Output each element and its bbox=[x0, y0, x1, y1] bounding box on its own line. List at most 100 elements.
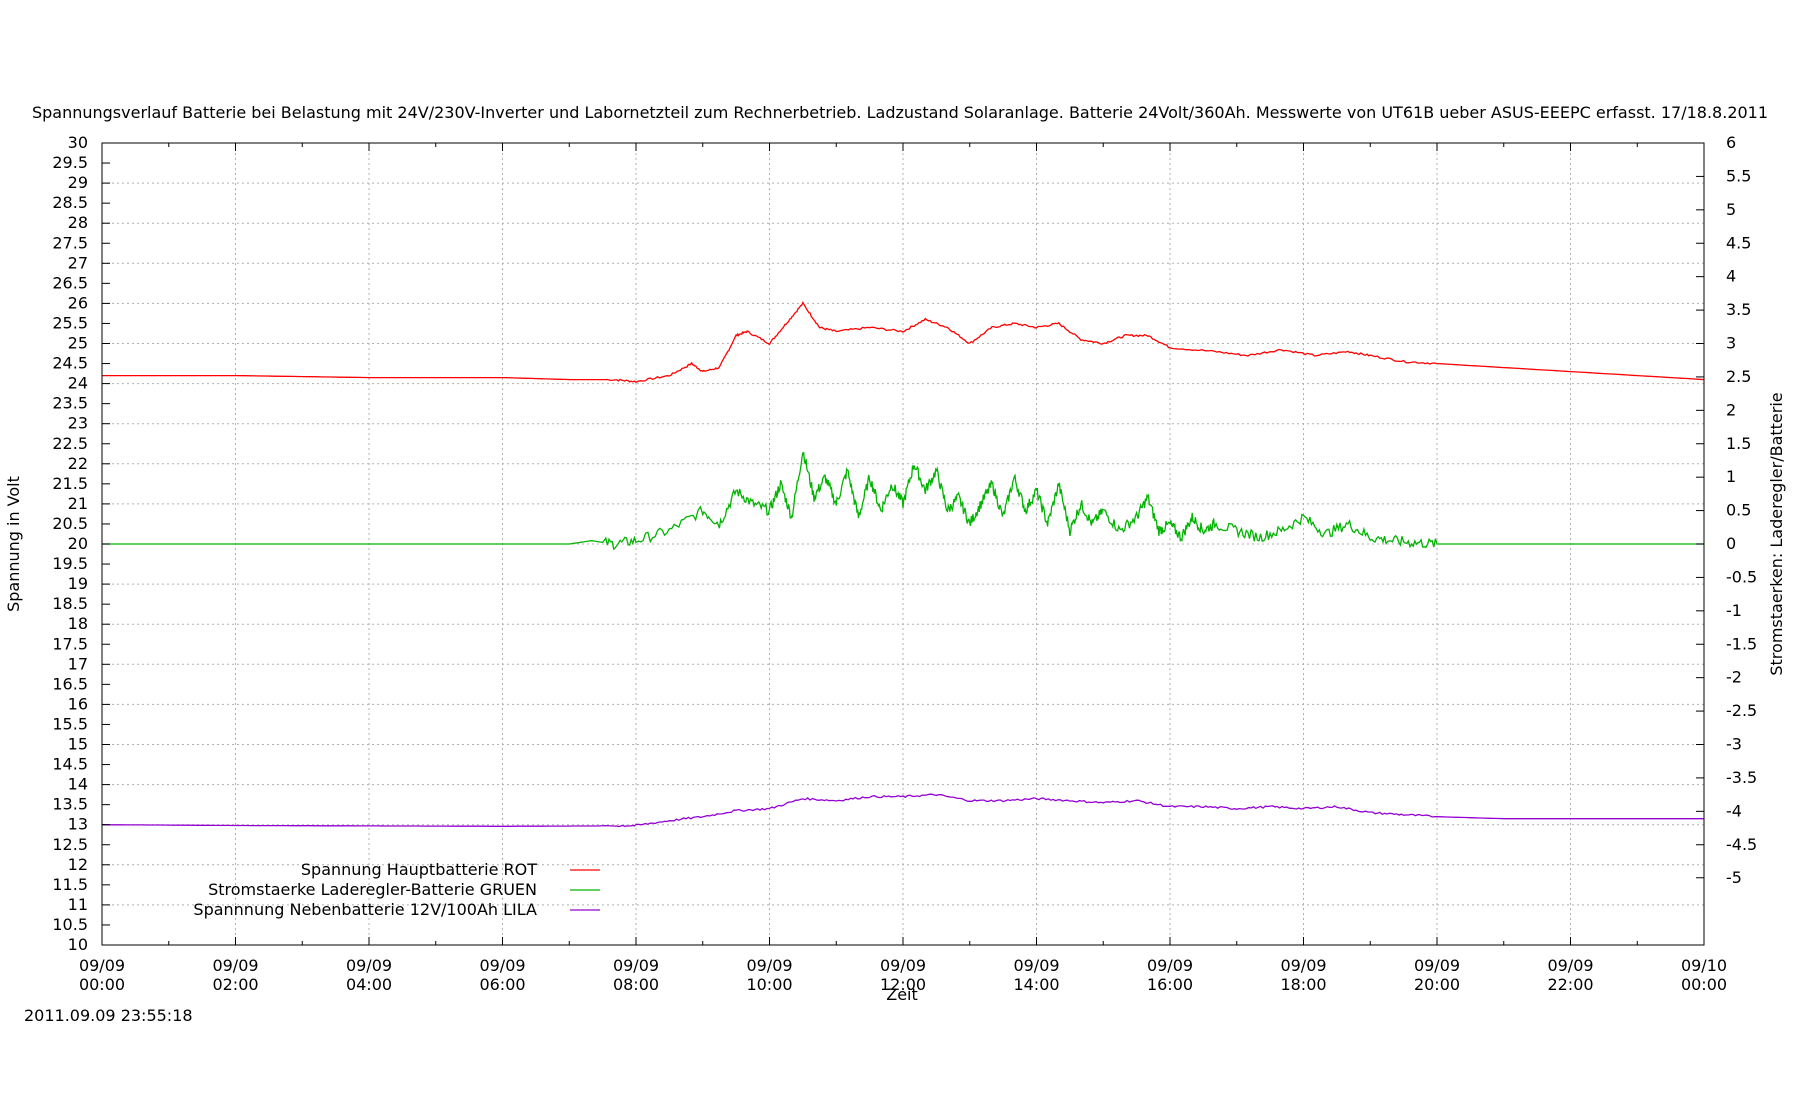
y2-tick-label: -2 bbox=[1726, 668, 1742, 687]
y-tick-label: 10 bbox=[68, 935, 88, 954]
y-tick-label: 16.5 bbox=[52, 674, 88, 693]
y-tick-label: 27 bbox=[68, 253, 88, 272]
y-tick-label: 30 bbox=[68, 133, 88, 152]
grid-lines bbox=[102, 143, 1704, 945]
y-tick-label: 18 bbox=[68, 614, 88, 633]
y-tick-label: 25.5 bbox=[52, 313, 88, 332]
series-line-1 bbox=[102, 301, 1705, 384]
y2-tick-label: 3 bbox=[1726, 334, 1736, 353]
y-tick-label: 21 bbox=[68, 494, 88, 513]
y-tick-label: 26 bbox=[68, 293, 88, 312]
y-tick-label: 27.5 bbox=[52, 233, 88, 252]
x-tick-label-time: 14:00 bbox=[1013, 975, 1059, 994]
y-tick-label: 16 bbox=[68, 694, 88, 713]
x-tick-label-time: 12:00 bbox=[880, 975, 926, 994]
y-tick-label: 21.5 bbox=[52, 474, 88, 493]
y-tick-label: 11.5 bbox=[52, 875, 88, 894]
x-tick-label-date: 09/09 bbox=[479, 956, 525, 975]
x-tick-label-time: 16:00 bbox=[1147, 975, 1193, 994]
y-axis-label: Spannung in Volt bbox=[4, 476, 23, 612]
x-axis-label: Zeit bbox=[886, 985, 918, 1004]
y-tick-label: 10.5 bbox=[52, 915, 88, 934]
legend-entry-label: Spannnung Nebenbatterie 12V/100Ah LILA bbox=[193, 900, 537, 919]
x-tick-label-date: 09/09 bbox=[1547, 956, 1593, 975]
x-tick-label-date: 09/09 bbox=[1013, 956, 1059, 975]
y2-tick-label: -1.5 bbox=[1726, 634, 1757, 653]
y2-tick-label: 5.5 bbox=[1726, 166, 1751, 185]
x-tick-label-time: 08:00 bbox=[613, 975, 659, 994]
y-axis-right: -4.5 -4 -3.5 -3 -2.5 -2 -1.5 -1 -0.5 0 0.5 1 1.5 2 2.5… bbox=[1696, 133, 1757, 887]
y2-tick-label: -5 bbox=[1726, 868, 1742, 887]
y-tick-label: 28 bbox=[68, 213, 88, 232]
y2-tick-label: -3.5 bbox=[1726, 768, 1757, 787]
y2-tick-label: 6 bbox=[1726, 133, 1736, 152]
timestamp: 2011.09.09 23:55:18 bbox=[24, 1006, 193, 1025]
y2-tick-label: -2.5 bbox=[1726, 701, 1757, 720]
y-tick-label: 26.5 bbox=[52, 273, 88, 292]
y2-tick-label: 0 bbox=[1726, 534, 1736, 553]
y2-tick-label: 3.5 bbox=[1726, 300, 1751, 319]
y-tick-label: 25 bbox=[68, 334, 88, 353]
x-axis: 09/0900:0009/0902:0009/0904:0009/0906:00… bbox=[79, 143, 1727, 994]
series-line-2 bbox=[102, 452, 1704, 551]
y-tick-label: 22 bbox=[68, 454, 88, 473]
y2-tick-label: -1 bbox=[1726, 601, 1742, 620]
y-tick-label: 23 bbox=[68, 414, 88, 433]
y2-axis-label: Stromstaerken: Laderegler/Batterie bbox=[1767, 392, 1786, 675]
x-tick-label-time: 10:00 bbox=[746, 975, 792, 994]
x-tick-label-date: 09/09 bbox=[746, 956, 792, 975]
y-tick-label: 29.5 bbox=[52, 153, 88, 172]
x-tick-label-date: 09/09 bbox=[212, 956, 258, 975]
x-tick-label-time: 04:00 bbox=[346, 975, 392, 994]
y-tick-label: 14.5 bbox=[52, 755, 88, 774]
y2-tick-label: -4.5 bbox=[1726, 835, 1757, 854]
y2-tick-label: -0.5 bbox=[1726, 567, 1757, 586]
y2-tick-label: -4 bbox=[1726, 801, 1742, 820]
y-tick-label: 17 bbox=[68, 654, 88, 673]
y-tick-label: 11 bbox=[68, 895, 88, 914]
x-tick-label-date: 09/09 bbox=[1147, 956, 1193, 975]
y-tick-label: 17.5 bbox=[52, 634, 88, 653]
x-tick-label-time: 20:00 bbox=[1414, 975, 1460, 994]
y2-tick-label: 4.5 bbox=[1726, 233, 1751, 252]
y-tick-label: 18.5 bbox=[52, 594, 88, 613]
x-tick-label-time: 06:00 bbox=[479, 975, 525, 994]
y-tick-label: 13.5 bbox=[52, 795, 88, 814]
x-tick-label-date: 09/09 bbox=[880, 956, 926, 975]
y-tick-label: 23.5 bbox=[52, 394, 88, 413]
chart-title: Spannungsverlauf Batterie bei Belastung … bbox=[32, 103, 1768, 122]
y2-tick-label: -3 bbox=[1726, 735, 1742, 754]
y-tick-label: 12.5 bbox=[52, 835, 88, 854]
x-tick-label-date: 09/09 bbox=[346, 956, 392, 975]
y-tick-label: 12 bbox=[68, 855, 88, 874]
y2-tick-label: 2.5 bbox=[1726, 367, 1751, 386]
x-tick-label-time: 22:00 bbox=[1547, 975, 1593, 994]
x-tick-label-time: 00:00 bbox=[1681, 975, 1727, 994]
x-tick-label-time: 00:00 bbox=[79, 975, 125, 994]
y-tick-label: 14 bbox=[68, 775, 88, 794]
plot-area bbox=[101, 301, 1705, 828]
legend-entry-label: Spannung Hauptbatterie ROT bbox=[301, 860, 537, 879]
y-tick-label: 22.5 bbox=[52, 434, 88, 453]
y-tick-label: 20 bbox=[68, 534, 88, 553]
y-tick-label: 29 bbox=[68, 173, 88, 192]
legend-entry-label: Stromstaerke Laderegler-Batterie GRUEN bbox=[208, 880, 537, 899]
y2-tick-label: 4 bbox=[1726, 267, 1736, 286]
y-tick-label: 24 bbox=[68, 374, 88, 393]
x-tick-label-time: 18:00 bbox=[1280, 975, 1326, 994]
y-tick-label: 13 bbox=[68, 815, 88, 834]
y2-tick-label: 0.5 bbox=[1726, 501, 1751, 520]
y2-tick-label: 2 bbox=[1726, 400, 1736, 419]
y2-tick-label: 1 bbox=[1726, 467, 1736, 486]
x-tick-label-date: 09/09 bbox=[79, 956, 125, 975]
y-tick-label: 28.5 bbox=[52, 193, 88, 212]
y-tick-label: 15 bbox=[68, 735, 88, 754]
y-tick-label: 15.5 bbox=[52, 714, 88, 733]
y2-tick-label: 5 bbox=[1726, 200, 1736, 219]
x-tick-label-date: 09/10 bbox=[1681, 956, 1727, 975]
y-tick-label: 24.5 bbox=[52, 354, 88, 373]
y2-tick-label: 1.5 bbox=[1726, 434, 1751, 453]
